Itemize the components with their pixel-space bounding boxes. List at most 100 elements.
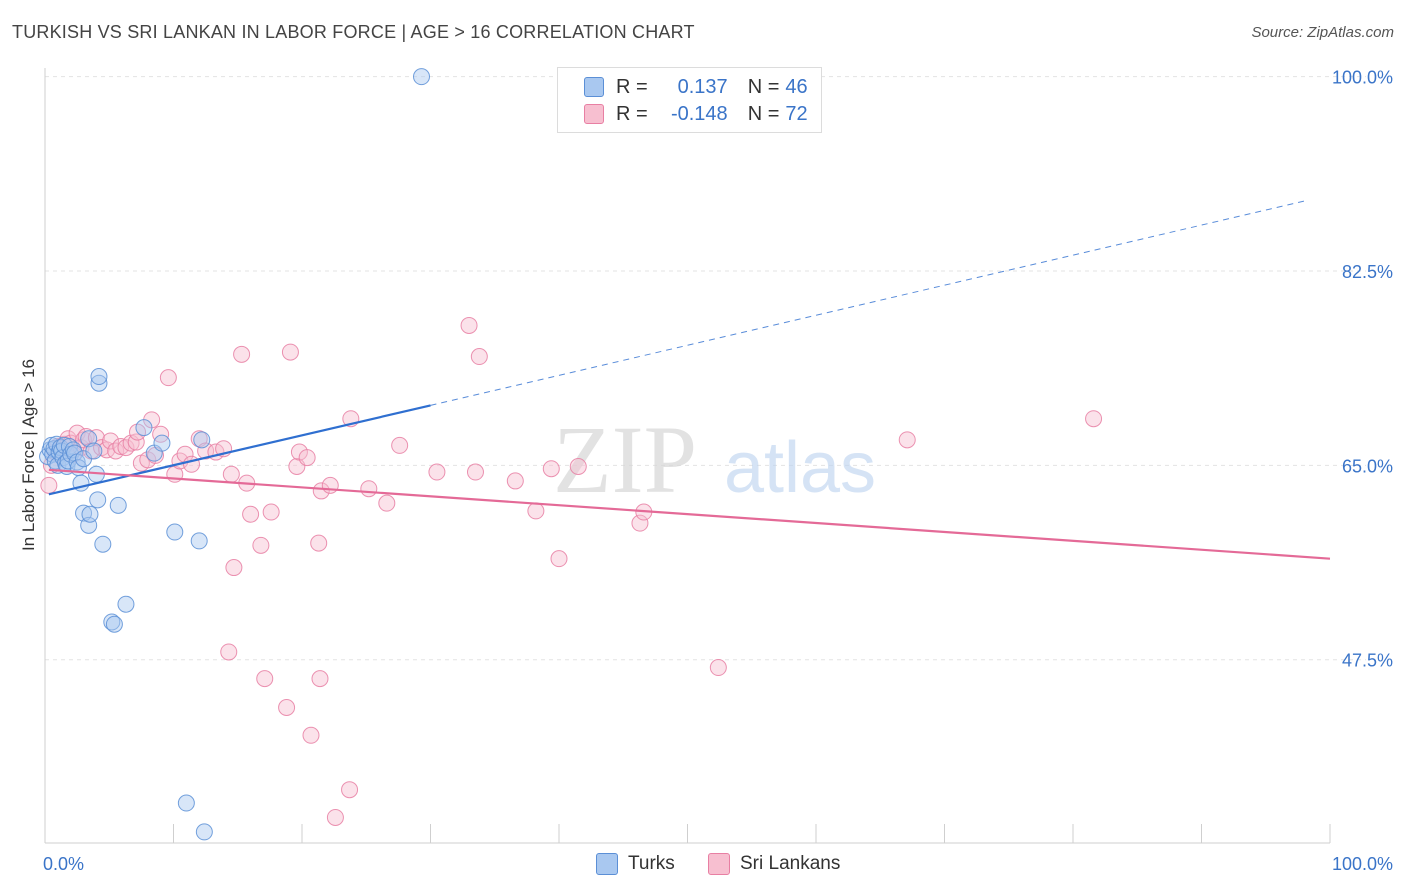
- turks-point: [166, 523, 184, 541]
- y-tick-label: 47.5%: [1342, 651, 1393, 671]
- srilankans-swatch: [584, 104, 604, 124]
- srilankans-point: [550, 550, 568, 568]
- srilankans-point: [112, 438, 130, 456]
- turks-trend-extension: [430, 200, 1305, 406]
- turks-point: [103, 613, 121, 631]
- n-value-turks: 46: [785, 75, 808, 98]
- srilankans-point: [102, 432, 120, 450]
- watermark-atlas: atlas: [724, 428, 876, 508]
- turks-legend-swatch: [596, 853, 618, 875]
- srilankans-point: [256, 670, 274, 688]
- srilankans-point: [302, 726, 320, 744]
- chart-title: TURKISH VS SRI LANKAN IN LABOR FORCE | A…: [12, 22, 695, 42]
- legend-item-turks[interactable]: Turks: [596, 852, 675, 876]
- turks-point: [90, 368, 108, 386]
- srilankans-point: [278, 699, 296, 717]
- turks-swatch: [584, 77, 604, 97]
- srilankans-point: [428, 463, 446, 481]
- watermark: ZIP atlas: [553, 406, 876, 513]
- turks-point: [89, 491, 107, 509]
- turks-points: [39, 68, 431, 841]
- r-value-turks: 0.137: [677, 75, 728, 98]
- turks-point: [190, 532, 208, 550]
- turks-legend-label: Turks: [628, 853, 675, 874]
- axis-layer: 47.5% 65.0% 82.5% 100.0%: [44, 68, 1393, 844]
- srilankans-point: [326, 808, 344, 826]
- srilankans-point: [242, 505, 260, 523]
- srilankans-legend-swatch: [708, 853, 730, 875]
- turks-point: [413, 68, 431, 86]
- srilankans-point: [391, 436, 409, 454]
- turks-point: [109, 496, 127, 514]
- srilankans-point: [159, 369, 177, 387]
- legend-row-turks: R = 0.137 N = 46: [584, 74, 808, 100]
- srilankans-point: [252, 536, 270, 554]
- srilankans-point: [341, 781, 359, 799]
- y-tick-label: 82.5%: [1342, 262, 1393, 282]
- legend-row-srilankans: R = -0.148 N = 72: [584, 101, 808, 127]
- srilankans-point: [631, 514, 649, 532]
- srilankans-point: [98, 441, 116, 459]
- srilankans-point: [220, 643, 238, 661]
- r-label: R =: [616, 75, 648, 98]
- srilankans-point: [466, 463, 484, 481]
- srilankans-points: [40, 316, 1103, 826]
- turks-point: [135, 419, 153, 437]
- srilankans-point: [262, 503, 280, 521]
- srilankans-trend-line: [48, 468, 1331, 560]
- srilankans-point: [898, 431, 916, 449]
- srilankans-point: [360, 480, 378, 498]
- source-label: Source: ZipAtlas.com: [1251, 24, 1394, 41]
- srilankans-point: [506, 472, 524, 490]
- turks-point: [117, 595, 135, 613]
- srilankans-point: [152, 425, 170, 443]
- turks-trend-line: [48, 404, 431, 496]
- x-tick-label-0: 0.0%: [43, 854, 84, 874]
- grid-layer: [45, 76, 1366, 661]
- srilankans-point: [117, 439, 135, 457]
- srilankans-point: [709, 659, 727, 677]
- turks-point: [94, 535, 112, 553]
- srilankans-point: [460, 316, 478, 334]
- watermark-zip: ZIP: [553, 406, 697, 513]
- srilankans-point: [310, 534, 328, 552]
- n-value-srilankans: 72: [785, 102, 808, 125]
- y-tick-label: 65.0%: [1342, 456, 1393, 476]
- n-label: N =: [747, 75, 780, 98]
- srilankans-point: [378, 494, 396, 512]
- turks-point: [153, 434, 171, 452]
- r-label: R =: [616, 102, 648, 125]
- srilankans-point: [281, 343, 299, 361]
- srilankans-point: [298, 449, 316, 467]
- turks-point: [105, 615, 123, 633]
- trend-lines: [48, 200, 1331, 560]
- turks-point: [81, 505, 99, 523]
- srilankans-point: [569, 457, 587, 475]
- srilankans-point: [542, 460, 560, 478]
- r-value-srilankans: -0.148: [670, 102, 728, 125]
- srilankans-point: [222, 465, 240, 483]
- turks-point: [177, 794, 195, 812]
- turks-point: [195, 823, 213, 841]
- turks-point: [85, 442, 103, 460]
- srilankans-legend-label: Sri Lankans: [740, 853, 841, 874]
- srilankans-point: [107, 442, 125, 460]
- turks-point: [193, 431, 211, 449]
- legend-item-srilankans[interactable]: Sri Lankans: [708, 852, 840, 876]
- srilankans-point: [233, 345, 251, 363]
- turks-point: [90, 374, 108, 392]
- srilankans-point: [470, 348, 488, 366]
- srilankans-point: [1085, 410, 1103, 428]
- srilankans-point: [321, 476, 339, 494]
- srilankans-point: [527, 502, 545, 520]
- stats-legend: R = 0.137 N = 46 R = -0.148 N = 72: [557, 67, 822, 133]
- x-tick-label-100: 100.0%: [1332, 854, 1393, 874]
- y-tick-label: 100.0%: [1332, 68, 1393, 88]
- srilankans-point: [40, 476, 58, 494]
- srilankans-point: [122, 434, 140, 452]
- n-label: N =: [747, 102, 780, 125]
- y-axis-label: In Labor Force | Age > 16: [19, 359, 38, 551]
- srilankans-point: [312, 482, 330, 500]
- srilankans-point: [225, 559, 243, 577]
